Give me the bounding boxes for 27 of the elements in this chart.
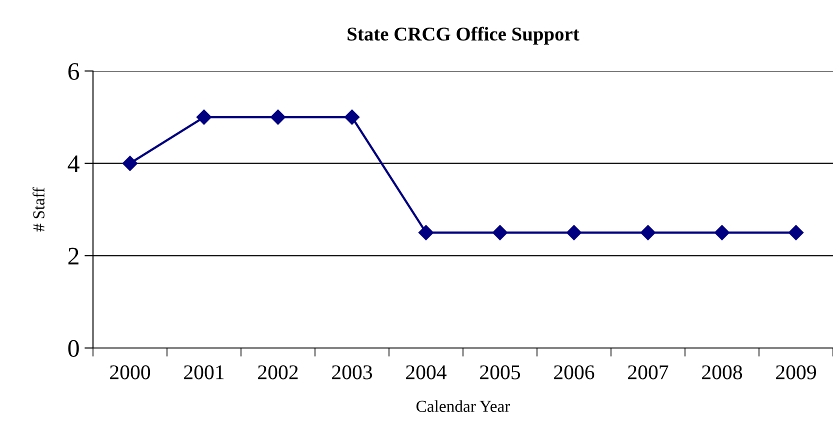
point [270, 110, 286, 125]
x-tick-label: 2009 [776, 365, 816, 380]
x-tick-label: 2000 [110, 365, 150, 380]
y-tick-label: 4 [68, 156, 80, 172]
point [640, 225, 656, 240]
x-tick-label: 2002 [258, 365, 298, 380]
point [122, 156, 138, 171]
x-tick-label: 2006 [554, 365, 594, 380]
y-tick-label: 0 [68, 340, 79, 357]
y-tick-label: 2 [68, 248, 78, 264]
point [492, 225, 508, 240]
x-tick-label: 2008 [702, 365, 742, 380]
x-tick-label: 2005 [480, 365, 520, 380]
point [196, 110, 212, 125]
y-tick-label: 6 [68, 63, 80, 80]
y-axis-title: # Staff [32, 187, 44, 232]
x-tick-label: 2004 [406, 365, 447, 380]
x-axis-title: Calendar Year [416, 400, 510, 412]
point [344, 110, 360, 125]
x-tick-label: 2003 [332, 365, 372, 380]
point [418, 225, 434, 240]
point [566, 225, 582, 240]
point [788, 225, 804, 240]
x-tick-label: 2007 [628, 365, 668, 380]
chart-title: State CRCG Office Support [348, 26, 580, 45]
x-tick-label: 2001 [184, 365, 224, 380]
point [714, 225, 730, 240]
